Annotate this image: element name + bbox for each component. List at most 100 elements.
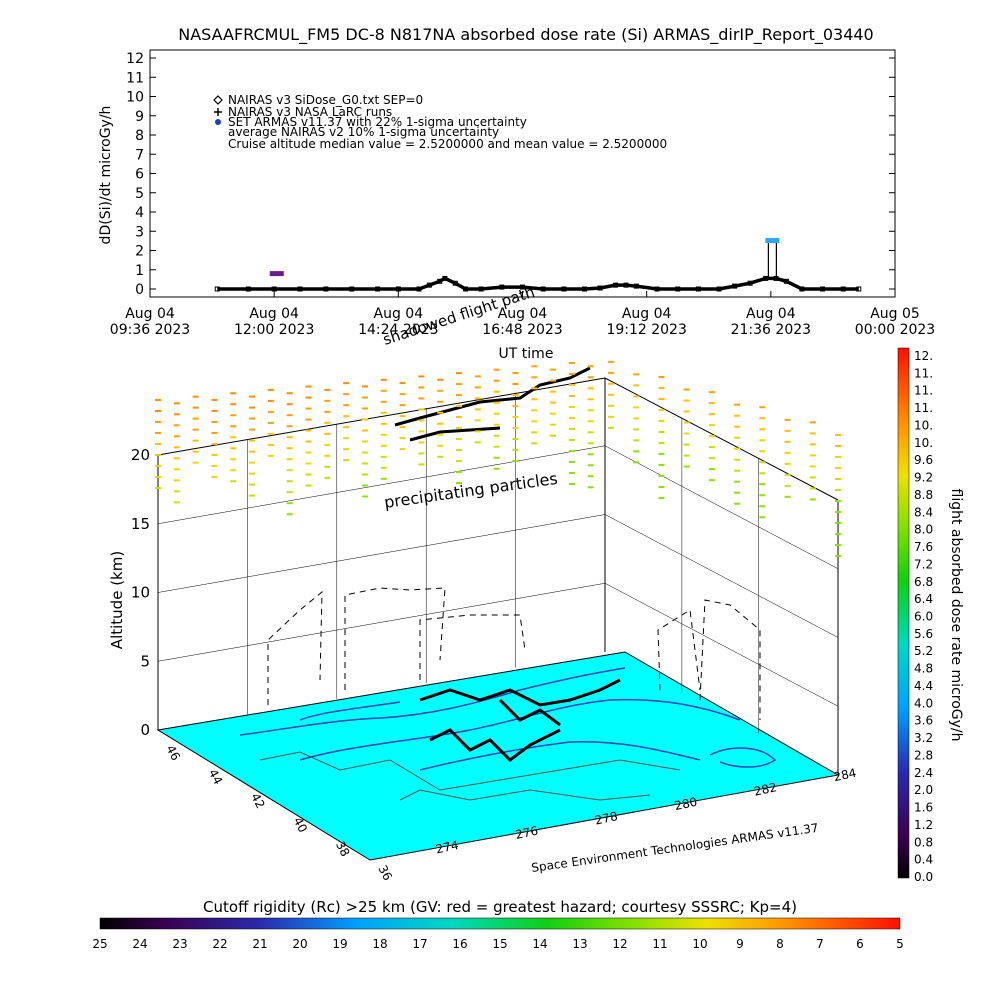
dose-colorbar-tick: 1.2 [914,818,933,832]
dose-colorbar-tick: 0.4 [914,853,933,867]
dose-colorbar-ticks: 12. 11. 11. 11. 10. 10. 9.6 9.2 8.8 8.4 8.0 7.6 7.2 6… [914,349,933,884]
y-tick-label: 6 [135,167,144,183]
y-tick-label: 1 [135,263,144,279]
y-tick-label: 11 [126,70,144,86]
rigidity-colorbar-tick: 20 [292,937,307,951]
grid-line-left-wall [157,583,606,662]
nairas-point [613,282,619,288]
dose-colorbar-tick: 6.0 [914,610,933,624]
nairas-point [747,280,753,286]
nairas-point [214,286,220,292]
legend-entry-3: SET ARMAS v11.37 with 22% 1-sigma uncert… [228,115,527,129]
dose-colorbar-tick: 11. [914,366,933,380]
dose-colorbar-tick: 12. [914,349,933,363]
latitude-ticks: 46 44 42 40 38 36 [163,743,395,883]
legend-entry-5: Cruise altitude median value = 2.5200000… [228,137,667,151]
figure-title: NASAAFRCMUL_FM5 DC-8 N817NA absorbed dos… [178,25,873,45]
nairas-point [323,286,329,292]
altitude-tick-label: 15 [131,515,150,533]
x-tick-day: Aug 04 [249,306,299,322]
nairas-point [245,286,251,292]
dose-colorbar-tick: 3.6 [914,714,933,728]
grid-line-right-wall [604,514,839,638]
x-axis-label: UT time [499,346,554,362]
dose-colorbar-label: flight absorbed dose rate microGy/h [948,489,964,742]
nairas-point [561,286,567,292]
rigidity-colorbar: Cutoff rigidity (Rc) >25 km (GV: red = g… [92,898,903,951]
y-tick-label: 4 [135,205,144,221]
rigidity-colorbar-tick: 12 [612,937,627,951]
nairas-point [426,282,432,288]
altitude-axis-label: Altitude (km) [108,551,126,649]
dose-colorbar-tick: 7.6 [914,540,933,554]
longitude-tick-label: 276 [514,824,539,842]
dose-colorbar-tick: 6.8 [914,575,933,589]
rigidity-colorbar-tick: 19 [332,937,347,951]
x-tick-time: 09:36 2023 [110,322,190,338]
y-axis-label: dD(Si)/dt microGy/h [98,106,114,245]
dose-colorbar-tick: 8.0 [914,523,933,537]
dose-colorbar-tick: 11. [914,401,933,415]
nairas-point [783,278,789,284]
grid-line-right-wall [604,583,839,707]
altitude-tick-label: 5 [140,652,150,670]
legend-plus-icon [214,108,222,116]
legend-entry-2: NAIRAS v3 NASA LaRC runs [228,105,392,119]
rigidity-colorbar-tick: 18 [372,937,387,951]
rigidity-colorbar-tick: 14 [532,937,547,951]
rigidity-colorbar-tick: 9 [736,937,744,951]
x-tick-day: Aug 05 [870,306,920,322]
nairas-point [416,286,422,292]
nairas-point [716,286,722,292]
nairas-point [463,286,469,292]
nairas-point [654,286,660,292]
nairas-point [271,286,277,292]
dose-colorbar-tick: 8.4 [914,505,933,519]
legend-diamond-icon [213,95,223,105]
nairas-point [499,284,505,290]
rigidity-colorbar-tick: 10 [692,937,707,951]
dose-colorbar-tick: 4.0 [914,696,933,710]
longitude-tick-label: 274 [435,838,460,856]
nairas-point [675,286,681,292]
y-tick-label: 7 [135,147,144,163]
dose-rate-colorbar: 12. 11. 11. 11. 10. 10. 9.6 9.2 8.8 8.4 8.0 7.6 7.2 6… [897,347,964,884]
nairas-point [856,286,862,292]
nairas-point [799,286,805,292]
flight-curtain-right [657,599,761,720]
rigidity-colorbar-swatch [99,917,901,930]
rigidity-colorbar-label: Cutoff rigidity (Rc) >25 km (GV: red = g… [203,898,797,916]
rigidity-colorbar-tick: 16 [452,937,467,951]
longitude-tick-label: 278 [594,809,619,827]
flight-path-3d [394,366,591,442]
nairas-point [297,286,303,292]
y-tick-label: 12 [126,51,144,67]
nairas-point [349,286,355,292]
dose-colorbar-tick: 9.2 [914,471,933,485]
nairas-point [597,285,603,291]
nairas-point [623,282,629,288]
rigidity-colorbar-tick: 24 [132,937,147,951]
altitude-ticks: 0 5 10 15 20 [131,446,150,739]
grid-line-left-wall [157,445,606,524]
legend-entry-4: average NAIRAS v2 10% 1-sigma uncertaint… [228,125,499,139]
dose-colorbar-tick: 10. [914,436,933,450]
rigidity-colorbar-tick: 8 [776,937,784,951]
nairas-point [695,286,701,292]
nairas-point [732,283,738,289]
rigidity-colorbar-tick: 25 [92,937,107,951]
y-tick-label: 3 [135,224,144,240]
legend-entry-1: NAIRAS v3 SiDose_G0.txt SEP=0 [228,93,423,107]
rigidity-colorbar-tick: 13 [572,937,587,951]
x-tick-day: Aug 04 [746,306,796,322]
rigidity-colorbar-ticks: 25 24 23 22 21 20 19 18 17 16 15 14 13 12 11 10 9 8 7 6 5 [92,937,903,951]
rigidity-colorbar-tick: 23 [172,937,187,951]
map-ground [156,651,840,861]
dose-colorbar-tick: 4.8 [914,662,933,676]
dose-colorbar-tick: 8.8 [914,488,933,502]
dose-colorbar-tick: 0.0 [914,870,933,884]
